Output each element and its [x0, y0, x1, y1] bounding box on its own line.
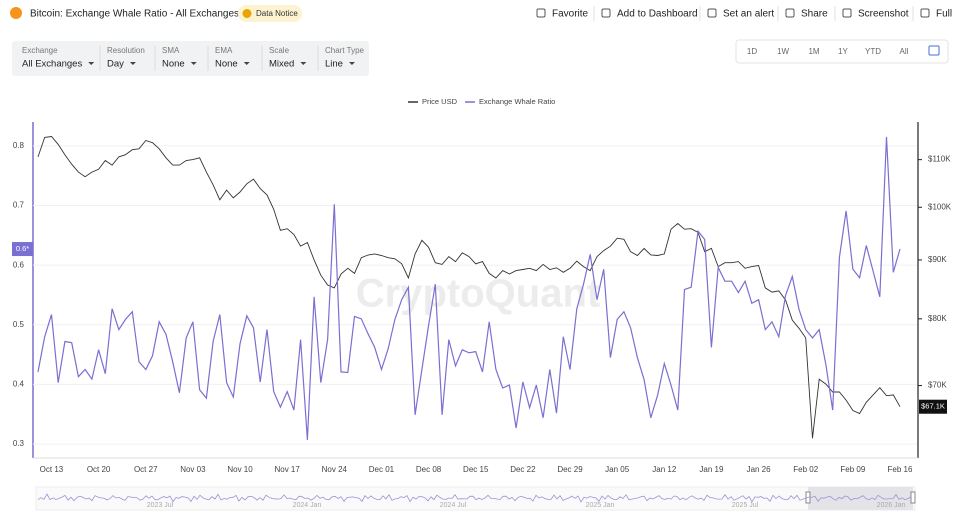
notice-pill[interactable] — [238, 5, 302, 22]
range-button[interactable]: All — [900, 47, 909, 56]
action-icon[interactable] — [601, 8, 611, 18]
x-tick-label: Nov 03 — [180, 465, 206, 474]
last-value-tag — [12, 242, 33, 257]
action-icon[interactable] — [785, 8, 795, 18]
notice-text[interactable]: Data Notice — [256, 9, 298, 18]
bitcoin-icon — [10, 7, 22, 19]
action-icon[interactable] — [536, 8, 546, 18]
dropdown-caret[interactable] — [348, 62, 355, 65]
x-tick-label: Feb 09 — [840, 465, 865, 474]
x-tick-label: Feb 16 — [888, 465, 913, 474]
action-label[interactable]: Favorite — [552, 9, 589, 20]
filter-value[interactable]: Line — [325, 59, 343, 70]
y-tick-label: 0.8 — [13, 141, 25, 150]
x-tick-label: Nov 10 — [227, 465, 253, 474]
x-tick-label: Nov 24 — [322, 465, 348, 474]
filter-value[interactable]: None — [215, 59, 238, 70]
filter-label: EMA — [215, 46, 233, 55]
dropdown-caret[interactable] — [243, 62, 250, 65]
x-tick-label: Feb 02 — [793, 465, 818, 474]
series-line — [37, 136, 901, 439]
last-value-tag — [919, 399, 947, 414]
filter-label: Scale — [269, 46, 290, 55]
action-label[interactable]: Full — [936, 9, 952, 20]
navigator-label: 2023 Jul — [147, 502, 174, 509]
navigator-label: 2025 Jul — [732, 502, 759, 509]
filter-value[interactable]: Day — [107, 59, 124, 70]
y-tick-label: 0.4 — [13, 380, 25, 389]
calendar-icon[interactable] — [928, 45, 940, 56]
x-tick-label: Jan 19 — [699, 465, 724, 474]
x-tick-label: Dec 01 — [369, 465, 395, 474]
navigator-label: 2024 Jan — [293, 502, 322, 509]
navigator-label: 2026 Jan — [877, 502, 906, 509]
filter-value[interactable]: All Exchanges — [22, 59, 82, 70]
action-label[interactable]: Share — [801, 9, 828, 20]
x-tick-label: Jan 05 — [605, 465, 630, 474]
filter-label: SMA — [162, 46, 180, 55]
action-icon[interactable] — [842, 8, 852, 18]
y2-tick-label: $80K — [928, 314, 947, 323]
last-value-label: 0.6* — [16, 244, 29, 253]
action-icon[interactable] — [920, 8, 930, 18]
action-label[interactable]: Add to Dashboard — [617, 9, 698, 20]
x-tick-label: Dec 22 — [510, 465, 536, 474]
legend-label: Exchange Whale Ratio — [479, 97, 555, 106]
filter-label: Chart Type — [325, 46, 365, 55]
last-value-label: $67.1K — [921, 402, 945, 411]
chart: 0.3 0.4 0.5 0.6 0.7 0.8 $70K $80K $90K $100K $110K… — [12, 97, 952, 474]
x-tick-label: Oct 20 — [87, 465, 111, 474]
y2-tick-label: $110K — [928, 155, 951, 164]
notice-icon — [242, 9, 252, 18]
series-line — [37, 136, 901, 440]
legend-label: Price USD — [422, 97, 458, 106]
range-buttons: 1D 1W 1M 1Y YTD All — [747, 47, 909, 56]
x-tick-label: Dec 29 — [557, 465, 583, 474]
y2-tick-label: $70K — [928, 381, 947, 390]
y2-tick-label: $100K — [928, 202, 952, 211]
navigator-label: 2025 Jan — [586, 502, 615, 509]
navigator-line — [37, 493, 912, 503]
x-tick-label: Nov 17 — [274, 465, 300, 474]
y-tick-label: 0.5 — [13, 320, 25, 329]
navigator-handle[interactable] — [910, 491, 916, 504]
y-tick-label: 0.3 — [13, 439, 25, 448]
navigator-labels: 2023 Jul 2024 Jan 2024 Jul 2025 Jan 2025 Jul… — [147, 502, 906, 509]
x-tick-label: Oct 13 — [40, 465, 64, 474]
header-actions: Favorite Add to Dashboard Set an alert Shar… — [536, 6, 952, 21]
x-tick-label: Dec 15 — [463, 465, 489, 474]
navigator-label: 2024 Jul — [440, 502, 467, 509]
y2-tick-label: $90K — [928, 255, 947, 264]
dropdown-caret[interactable] — [88, 62, 95, 65]
x-tick-label: Jan 12 — [652, 465, 677, 474]
y-tick-label: 0.7 — [13, 201, 25, 210]
filter-label: Resolution — [107, 46, 145, 55]
action-icon[interactable] — [707, 8, 717, 18]
watermark: CryptoQuant — [356, 272, 600, 316]
dropdown-caret[interactable] — [129, 62, 136, 65]
x-tick-label: Dec 08 — [416, 465, 442, 474]
range-button[interactable]: YTD — [865, 47, 881, 56]
action-label[interactable]: Set an alert — [723, 9, 774, 20]
page-title: Bitcoin: Exchange Whale Ratio - All Exch… — [30, 9, 239, 20]
filter-value[interactable]: None — [162, 59, 185, 70]
dropdown-caret[interactable] — [190, 62, 197, 65]
filter-label: Exchange — [22, 46, 58, 55]
action-label[interactable]: Screenshot — [858, 9, 909, 20]
range-button[interactable]: 1W — [777, 47, 789, 56]
navigator-selection[interactable] — [808, 487, 913, 510]
range-button[interactable]: 1D — [747, 47, 757, 56]
dropdown-caret[interactable] — [300, 62, 307, 65]
range-button[interactable]: 1Y — [838, 47, 848, 56]
filters: Exchange All Exchanges Resolution Day SMA Non… — [22, 46, 365, 71]
filter-value[interactable]: Mixed — [269, 59, 294, 70]
filter-bar — [12, 41, 369, 76]
x-tick-label: Oct 27 — [134, 465, 158, 474]
x-tick-label: Jan 26 — [747, 465, 772, 474]
y-tick-label: 0.6 — [13, 260, 25, 269]
range-button[interactable]: 1M — [808, 47, 819, 56]
range-box — [735, 39, 949, 64]
